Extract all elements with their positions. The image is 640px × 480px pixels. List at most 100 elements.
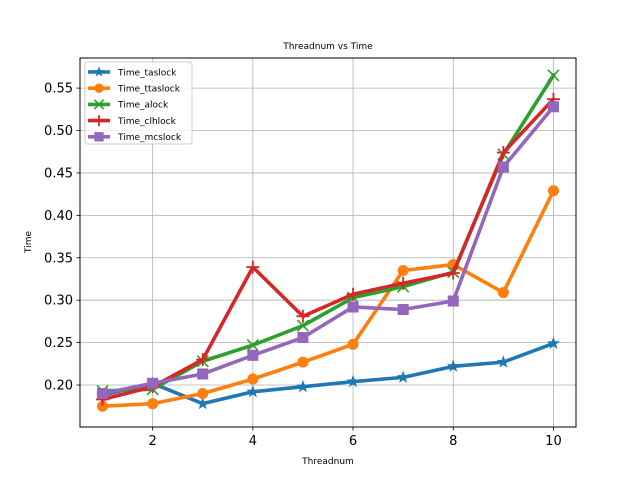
y-tick-label: 0.50 [44, 124, 73, 139]
legend-entry-Time_clhlock: Time_clhlock [88, 115, 177, 127]
legend-swatch-marker-shape [93, 66, 105, 77]
data-point-Time_mcslock [197, 368, 209, 380]
x-axis-label: Threadnum [301, 457, 354, 467]
data-point-Time_mcslock [397, 303, 409, 316]
y-tick-label: 0.45 [44, 166, 73, 181]
data-point-Time_mcslock [347, 301, 359, 313]
x-tick-label: 4 [249, 434, 257, 449]
data-point-Time_mcslock [147, 377, 159, 389]
data-point-Time_mcslock [547, 101, 559, 113]
data-point-Time_mcslock-shape [297, 331, 309, 344]
legend-swatch-marker [94, 83, 104, 93]
data-point-Time_taslock-shape [446, 359, 460, 372]
legend-swatch-marker-shape [94, 132, 104, 142]
data-point-Time_mcslock [97, 387, 109, 400]
plot-frame [79, 57, 577, 428]
data-point-Time_mcslock [497, 161, 509, 173]
data-point-Time_ttaslock-shape [297, 356, 309, 368]
data-point-Time_ttaslock [147, 398, 159, 410]
legend-swatch-marker-shape [94, 83, 104, 93]
data-point-Time_ttaslock [247, 373, 259, 385]
data-point-Time_ttaslock-shape [547, 185, 559, 197]
legend-swatch-marker [93, 66, 105, 77]
data-point-Time_taslock [546, 336, 560, 349]
legend-entry-Time_mcslock: Time_mcslock [88, 132, 182, 143]
x-tick-label: 2 [149, 434, 157, 449]
data-point-Time_ttaslock-shape [147, 398, 159, 410]
legend-label: Time_mcslock [117, 133, 182, 143]
y-tick-label: 0.35 [44, 251, 73, 266]
series-Time_taslock [96, 336, 560, 410]
legend-entry-Time_taslock: Time_taslock [88, 66, 177, 78]
data-point-Time_clhlock [396, 276, 410, 290]
data-point-Time_mcslock-shape [247, 349, 259, 361]
legend-swatch-marker [93, 115, 105, 127]
y-tick-label: 0.30 [44, 294, 73, 309]
series-line-Time_mcslock [100, 104, 556, 396]
legend-label: Time_taslock [117, 68, 177, 78]
data-point-Time_mcslock [297, 331, 309, 344]
data-point-Time_ttaslock-shape [197, 387, 209, 400]
legend-entry-Time_alock: Time_alock [88, 99, 169, 111]
series-Time_mcslock [97, 101, 559, 400]
data-point-Time_alock [547, 69, 560, 82]
data-point-Time_ttaslock [497, 287, 509, 299]
series-layer [96, 69, 560, 412]
data-point-Time_ttaslock [97, 400, 109, 412]
data-point-Time_mcslock-shape [147, 377, 159, 389]
legend-label: Time_clhlock [117, 117, 177, 127]
data-point-Time_ttaslock-shape [247, 373, 259, 385]
data-point-Time_alock-stroke-b [246, 339, 259, 352]
data-point-Time_taslock-shape [346, 374, 360, 388]
data-point-Time_alock-stroke-b [296, 319, 310, 332]
data-point-Time_taslock [446, 359, 460, 372]
y-tick-label: 0.40 [44, 209, 73, 224]
data-point-Time_taslock [496, 355, 510, 368]
data-point-Time_taslock [396, 370, 410, 383]
data-point-Time_alock [296, 319, 310, 332]
data-point-Time_ttaslock [347, 338, 359, 350]
data-point-Time_taslock-shape [196, 396, 210, 410]
series-line-Time_clhlock [100, 96, 556, 402]
legend-label: Time_ttaslock [117, 85, 181, 95]
data-point-Time_ttaslock-shape [397, 264, 409, 277]
data-point-Time_ttaslock [197, 387, 209, 400]
series-line-Time_ttaslock [100, 188, 556, 409]
legend-swatch-marker [94, 132, 104, 142]
data-point-Time_clhlock [196, 353, 210, 367]
x-tick-label: 10 [545, 434, 562, 449]
data-point-Time_taslock [346, 374, 360, 388]
data-point-Time_taslock [196, 396, 210, 410]
legend-swatch-marker [93, 99, 105, 110]
data-point-Time_mcslock-shape [97, 387, 109, 400]
data-point-Time_ttaslock-shape [97, 400, 109, 412]
data-point-Time_taslock-shape [546, 336, 560, 349]
data-point-Time_mcslock-shape [497, 161, 509, 173]
x-tick-label: 8 [449, 434, 457, 449]
x-tick-label: 6 [349, 434, 357, 449]
legend-entry-Time_ttaslock: Time_ttaslock [88, 83, 181, 95]
data-point-Time_ttaslock [297, 356, 309, 368]
data-point-Time_ttaslock [397, 264, 409, 277]
data-point-Time_mcslock-shape [397, 303, 409, 316]
data-point-Time_clhlock [246, 260, 260, 274]
chart-title: Threadnum vs Time [282, 42, 373, 52]
data-point-Time_alock [246, 339, 259, 352]
data-point-Time_clhlock [346, 287, 360, 301]
y-tick-label: 0.25 [44, 336, 73, 351]
data-point-Time_mcslock-shape [547, 101, 559, 113]
data-point-Time_clhlock [446, 266, 460, 280]
data-point-Time_mcslock-shape [347, 301, 359, 313]
legend: Time_taslock Time_ttaslock Time_alock Time_… [84, 61, 193, 145]
series-line-Time_taslock [100, 341, 556, 406]
data-point-Time_taslock-shape [396, 370, 410, 383]
data-point-Time_taslock-shape [296, 379, 310, 393]
tick-layer: 2 4 6 8 10 0.20 0.25 0.30 0.35 0.40 0.45 0.50 0.55 [44, 82, 562, 449]
data-point-Time_mcslock [247, 349, 259, 361]
legend-label: Time_alock [117, 101, 169, 111]
data-point-Time_ttaslock [547, 185, 559, 197]
y-tick-label: 0.55 [44, 82, 73, 97]
data-point-Time_mcslock-shape [447, 295, 459, 307]
